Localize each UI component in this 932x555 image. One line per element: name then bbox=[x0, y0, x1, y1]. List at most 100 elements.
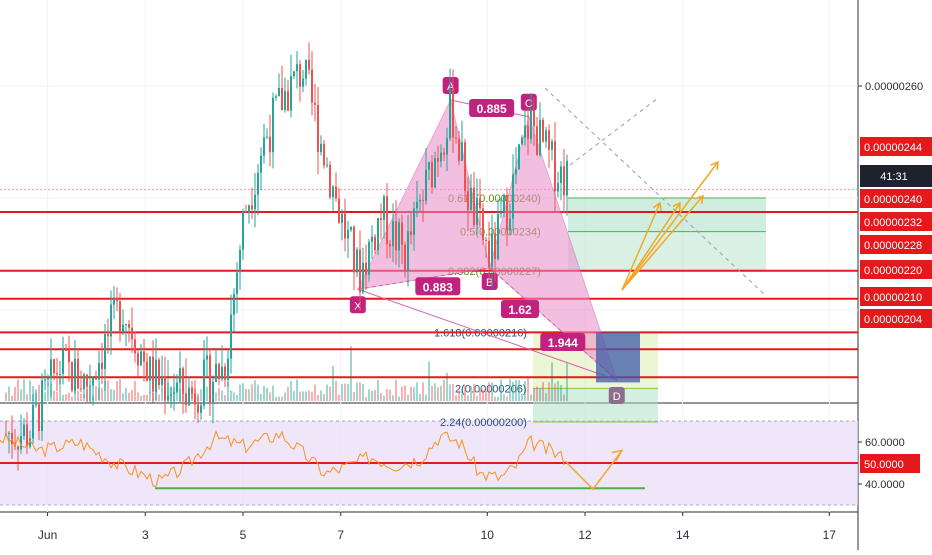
candle-body[interactable] bbox=[326, 164, 328, 166]
candle-body[interactable] bbox=[116, 298, 118, 302]
candle-body[interactable] bbox=[281, 87, 283, 111]
candle-body[interactable] bbox=[464, 142, 466, 192]
candle-body[interactable] bbox=[8, 432, 10, 434]
candle-body[interactable] bbox=[53, 359, 55, 374]
candle-body[interactable] bbox=[494, 233, 496, 260]
candle-body[interactable] bbox=[113, 298, 115, 305]
candle-body[interactable] bbox=[200, 405, 202, 413]
candle-body[interactable] bbox=[368, 241, 370, 275]
candle-body[interactable] bbox=[305, 59, 307, 79]
candle-body[interactable] bbox=[311, 69, 313, 103]
candle-body[interactable] bbox=[278, 87, 280, 97]
candle-body[interactable] bbox=[521, 137, 523, 145]
candle-body[interactable] bbox=[467, 191, 469, 210]
candle-body[interactable] bbox=[263, 137, 265, 156]
candle-body[interactable] bbox=[248, 205, 250, 213]
candle-body[interactable] bbox=[425, 169, 427, 201]
price-badge[interactable] bbox=[860, 235, 932, 254]
candle-body[interactable] bbox=[401, 222, 403, 245]
candle-body[interactable] bbox=[491, 233, 493, 267]
candle-body[interactable] bbox=[89, 385, 91, 387]
candle-body[interactable] bbox=[161, 377, 163, 385]
candle-body[interactable] bbox=[392, 221, 394, 247]
candle-body[interactable] bbox=[335, 186, 337, 199]
candle-body[interactable] bbox=[512, 174, 514, 219]
candle-body[interactable] bbox=[182, 368, 184, 394]
candle-body[interactable] bbox=[194, 393, 196, 405]
price-axis[interactable]: 0.000002800.000002600.000002440.00000240… bbox=[858, 0, 932, 491]
candle-body[interactable] bbox=[74, 358, 76, 391]
candle-body[interactable] bbox=[380, 218, 382, 220]
candle-body[interactable] bbox=[356, 249, 358, 273]
horizontal-levels[interactable] bbox=[0, 189, 858, 379]
candle-body[interactable] bbox=[140, 351, 142, 366]
candle-body[interactable] bbox=[362, 262, 364, 293]
candle-body[interactable] bbox=[23, 424, 25, 437]
candle-body[interactable] bbox=[548, 130, 550, 150]
candle-body[interactable] bbox=[530, 109, 532, 139]
candle-body[interactable] bbox=[404, 244, 406, 271]
candle-body[interactable] bbox=[506, 195, 508, 231]
candle-body[interactable] bbox=[95, 377, 97, 380]
candle-body[interactable] bbox=[449, 89, 451, 139]
candle-body[interactable] bbox=[134, 339, 136, 354]
candle-body[interactable] bbox=[440, 152, 442, 162]
candle-body[interactable] bbox=[185, 393, 187, 406]
candle-body[interactable] bbox=[377, 218, 379, 251]
candle-body[interactable] bbox=[170, 394, 172, 396]
candle-body[interactable] bbox=[359, 249, 361, 293]
candle-body[interactable] bbox=[125, 324, 127, 326]
candle-body[interactable] bbox=[479, 198, 481, 209]
candle-body[interactable] bbox=[191, 387, 193, 394]
harmonic-ratio-badge[interactable] bbox=[469, 99, 515, 117]
candle-body[interactable] bbox=[482, 208, 484, 241]
candle-body[interactable] bbox=[398, 222, 400, 251]
candle-body[interactable] bbox=[302, 78, 304, 87]
candle-body[interactable] bbox=[350, 226, 352, 230]
candle-body[interactable] bbox=[149, 356, 151, 381]
candle-body[interactable] bbox=[365, 262, 367, 275]
candle-body[interactable] bbox=[212, 381, 214, 403]
candle-body[interactable] bbox=[533, 109, 535, 127]
candle-body[interactable] bbox=[155, 359, 157, 392]
harmonic-point-badge[interactable] bbox=[520, 93, 537, 111]
candle-body[interactable] bbox=[242, 211, 244, 250]
candle-body[interactable] bbox=[257, 172, 259, 195]
candle-body[interactable] bbox=[458, 138, 460, 161]
candle-body[interactable] bbox=[11, 432, 13, 445]
candle-body[interactable] bbox=[17, 446, 19, 450]
candle-body[interactable] bbox=[224, 366, 226, 380]
candle-body[interactable] bbox=[476, 198, 478, 225]
candle-body[interactable] bbox=[434, 158, 436, 188]
candle-body[interactable] bbox=[179, 368, 181, 383]
price-badge[interactable] bbox=[860, 287, 932, 306]
rsi-line[interactable] bbox=[0, 429, 565, 488]
candle-body[interactable] bbox=[92, 377, 94, 386]
candle-body[interactable] bbox=[206, 355, 208, 360]
candle-body[interactable] bbox=[314, 102, 316, 105]
candle-body[interactable] bbox=[554, 141, 556, 192]
candle-body[interactable] bbox=[266, 136, 268, 138]
harmonic-point-badge[interactable] bbox=[481, 273, 498, 290]
candle-body[interactable] bbox=[293, 71, 295, 77]
candle-body[interactable] bbox=[239, 249, 241, 273]
candle-body[interactable] bbox=[245, 211, 247, 213]
candle-body[interactable] bbox=[503, 195, 505, 212]
candle-body[interactable] bbox=[563, 166, 565, 196]
candle-body[interactable] bbox=[143, 351, 145, 362]
time-axis[interactable]: Jun 3 5 7 10 12 14 17 bbox=[38, 512, 836, 542]
candle-body[interactable] bbox=[323, 143, 325, 166]
projection-drawings[interactable] bbox=[544, 87, 766, 383]
harmonic-pattern[interactable]: X A B C D 0.885 0.883 1.62 1.944 bbox=[349, 77, 625, 404]
candle-body[interactable] bbox=[416, 201, 418, 209]
candle-body[interactable] bbox=[431, 162, 433, 188]
candle-body[interactable] bbox=[251, 205, 253, 210]
harmonic-ratio-badge[interactable] bbox=[415, 277, 461, 296]
candle-body[interactable] bbox=[347, 229, 349, 239]
candle-body[interactable] bbox=[560, 166, 562, 184]
candle-body[interactable] bbox=[488, 240, 490, 267]
candle-body[interactable] bbox=[461, 142, 463, 161]
candle-body[interactable] bbox=[509, 218, 511, 231]
candle-body[interactable] bbox=[524, 125, 526, 138]
